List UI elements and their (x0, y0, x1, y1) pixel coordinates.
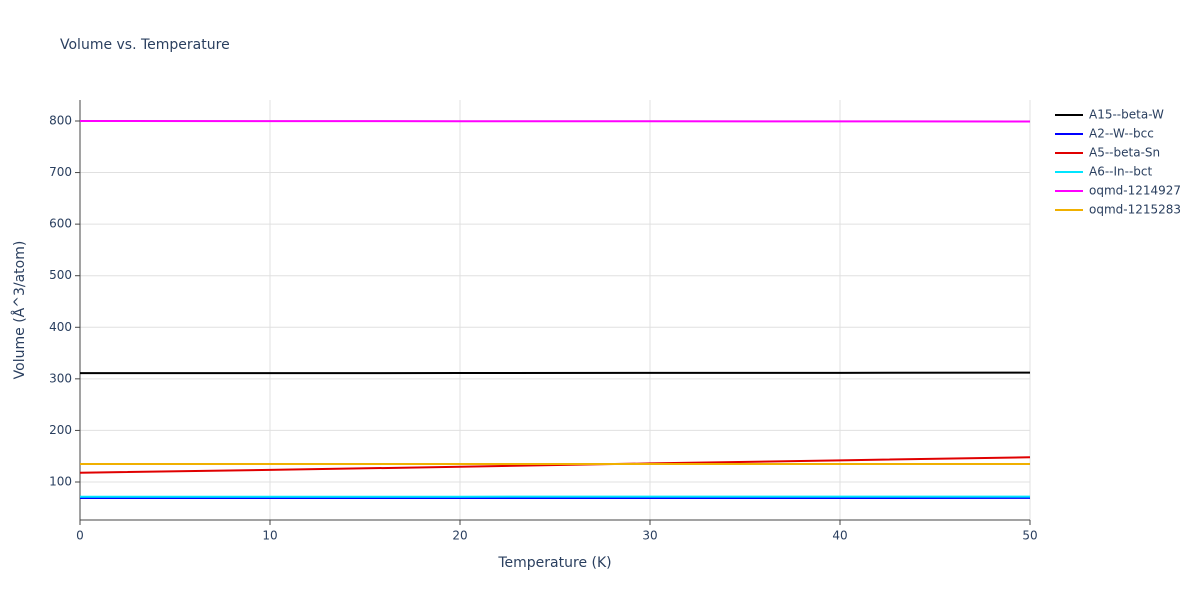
y-tick-label: 300 (49, 371, 72, 385)
chart-title: Volume vs. Temperature (60, 37, 230, 53)
y-tick-label: 700 (49, 165, 72, 179)
legend-label: A6--In--bct (1089, 165, 1153, 179)
series-line (79, 119, 1031, 123)
series-line (80, 371, 1031, 375)
legend-label: oqmd-1214927 (1089, 184, 1181, 198)
y-axis-label: Volume (Å^3/atom) (11, 241, 28, 380)
legend-label: A5--beta-Sn (1089, 146, 1160, 160)
x-tick-label: 30 (642, 529, 657, 543)
x-axis-label: Temperature (K) (497, 555, 611, 571)
legend-label: oqmd-1215283 (1089, 203, 1181, 217)
x-tick-label: 50 (1022, 529, 1037, 543)
y-tick-label: 400 (49, 320, 72, 334)
legend-label: A15--beta-W (1089, 108, 1164, 122)
series-line (79, 456, 1031, 474)
x-tick-label: 40 (832, 529, 847, 543)
y-tick-label: 800 (49, 113, 72, 127)
x-tick-label: 20 (452, 529, 467, 543)
x-tick-label: 0 (76, 529, 84, 543)
legend-label: A2--W--bcc (1089, 127, 1154, 141)
y-tick-label: 200 (49, 423, 72, 437)
x-tick-label: 10 (262, 529, 277, 543)
y-tick-label: 500 (49, 268, 72, 282)
y-tick-label: 100 (49, 474, 72, 488)
y-tick-label: 600 (49, 217, 72, 231)
